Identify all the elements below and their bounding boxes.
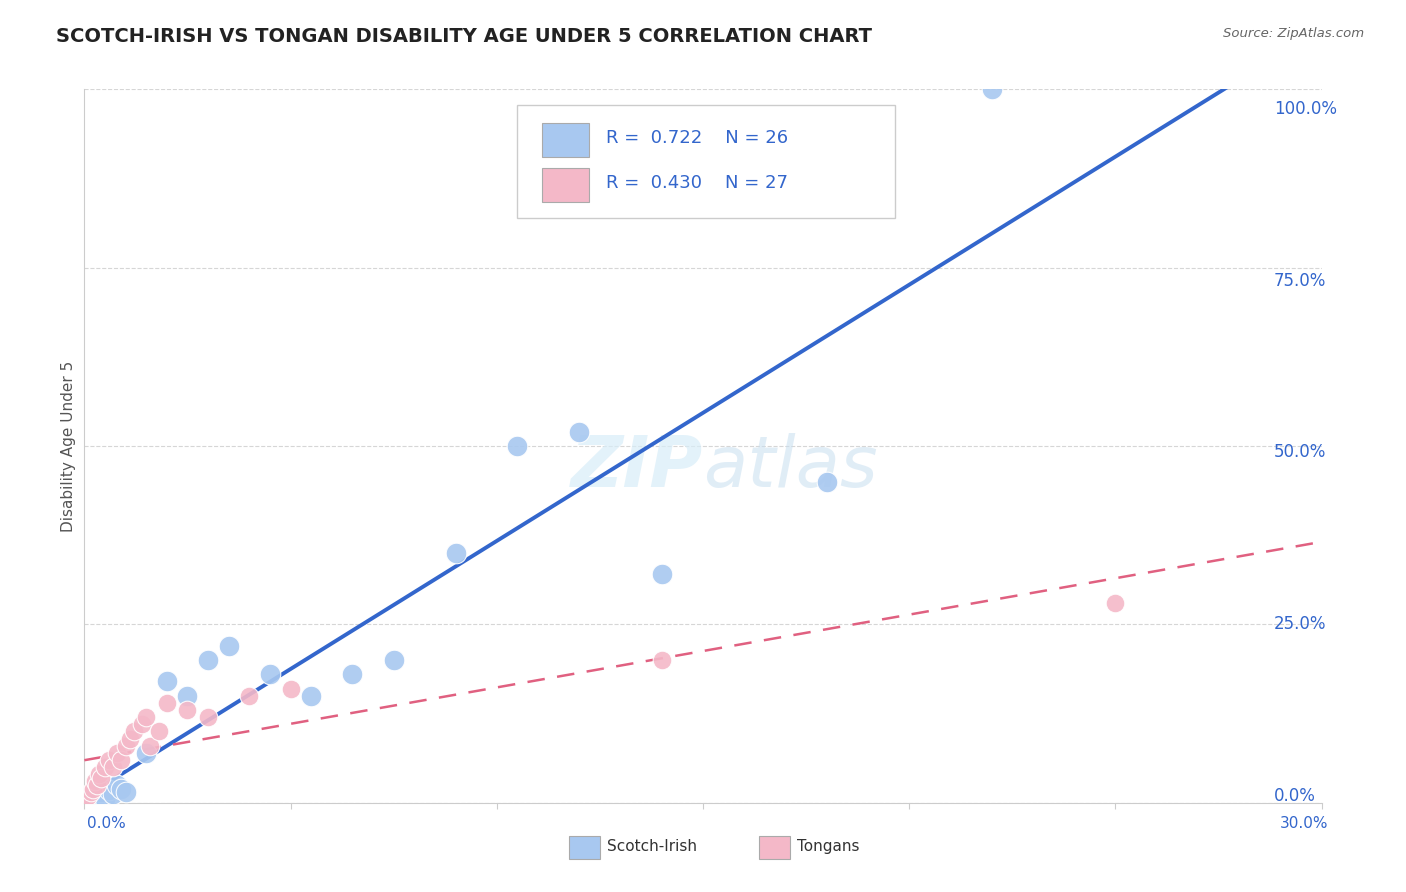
- Point: [274, 649, 297, 664]
- Point: [346, 677, 368, 691]
- Point: [172, 773, 194, 788]
- Point: [309, 683, 332, 698]
- Point: [238, 690, 260, 705]
- Point: [166, 783, 188, 797]
- Point: [173, 766, 195, 780]
- Text: Source: ZipAtlas.com: Source: ZipAtlas.com: [1223, 27, 1364, 40]
- Point: [600, 430, 623, 444]
- Text: atlas: atlas: [721, 436, 896, 506]
- Point: [197, 746, 219, 760]
- Point: [219, 739, 242, 753]
- Point: [170, 776, 193, 790]
- Point: [194, 739, 217, 753]
- Point: [172, 783, 194, 797]
- Point: [215, 711, 238, 725]
- FancyBboxPatch shape: [579, 139, 620, 172]
- Point: [364, 683, 387, 698]
- Point: [179, 776, 201, 790]
- Point: [173, 781, 195, 796]
- Point: [201, 731, 224, 746]
- Point: [208, 718, 231, 732]
- Y-axis label: Disability Age Under 5: Disability Age Under 5: [60, 365, 76, 536]
- Point: [197, 773, 219, 788]
- Point: [238, 670, 260, 684]
- Point: [231, 718, 253, 732]
- Point: [291, 636, 314, 650]
- Point: [673, 567, 696, 582]
- Point: [183, 783, 205, 797]
- Point: [546, 443, 568, 458]
- Point: [204, 725, 226, 739]
- Text: Scotch-Irish: Scotch-Irish: [607, 839, 697, 854]
- Point: [401, 663, 423, 677]
- Point: [673, 649, 696, 664]
- Point: [183, 753, 205, 767]
- Point: [176, 770, 198, 784]
- Text: SCOTCH-IRISH VS TONGAN DISABILITY AGE UNDER 5 CORRELATION CHART: SCOTCH-IRISH VS TONGAN DISABILITY AGE UN…: [56, 27, 872, 45]
- Text: ZIP: ZIP: [588, 436, 721, 506]
- Point: [170, 785, 193, 799]
- Text: R =  0.722    N = 26: R = 0.722 N = 26: [636, 145, 818, 162]
- FancyBboxPatch shape: [579, 183, 620, 216]
- Point: [963, 100, 986, 114]
- Text: 0.0%: 0.0%: [87, 816, 127, 831]
- Point: [328, 663, 350, 677]
- Point: [186, 774, 209, 789]
- Point: [194, 770, 217, 784]
- Point: [1073, 594, 1095, 608]
- Point: [256, 698, 278, 712]
- Text: Tongans: Tongans: [797, 839, 859, 854]
- Point: [492, 546, 515, 561]
- Point: [190, 753, 212, 767]
- Text: R =  0.430    N = 27: R = 0.430 N = 27: [636, 189, 817, 207]
- Point: [222, 731, 245, 746]
- Point: [179, 763, 201, 777]
- Point: [256, 683, 278, 698]
- Point: [169, 780, 191, 794]
- Text: 30.0%: 30.0%: [1281, 816, 1329, 831]
- Point: [437, 649, 460, 664]
- Point: [818, 478, 841, 492]
- Point: [186, 746, 209, 760]
- Point: [274, 705, 297, 719]
- Point: [176, 780, 198, 794]
- Point: [201, 776, 224, 790]
- Point: [219, 705, 242, 719]
- Point: [177, 759, 200, 773]
- FancyBboxPatch shape: [557, 122, 890, 231]
- Point: [190, 779, 212, 793]
